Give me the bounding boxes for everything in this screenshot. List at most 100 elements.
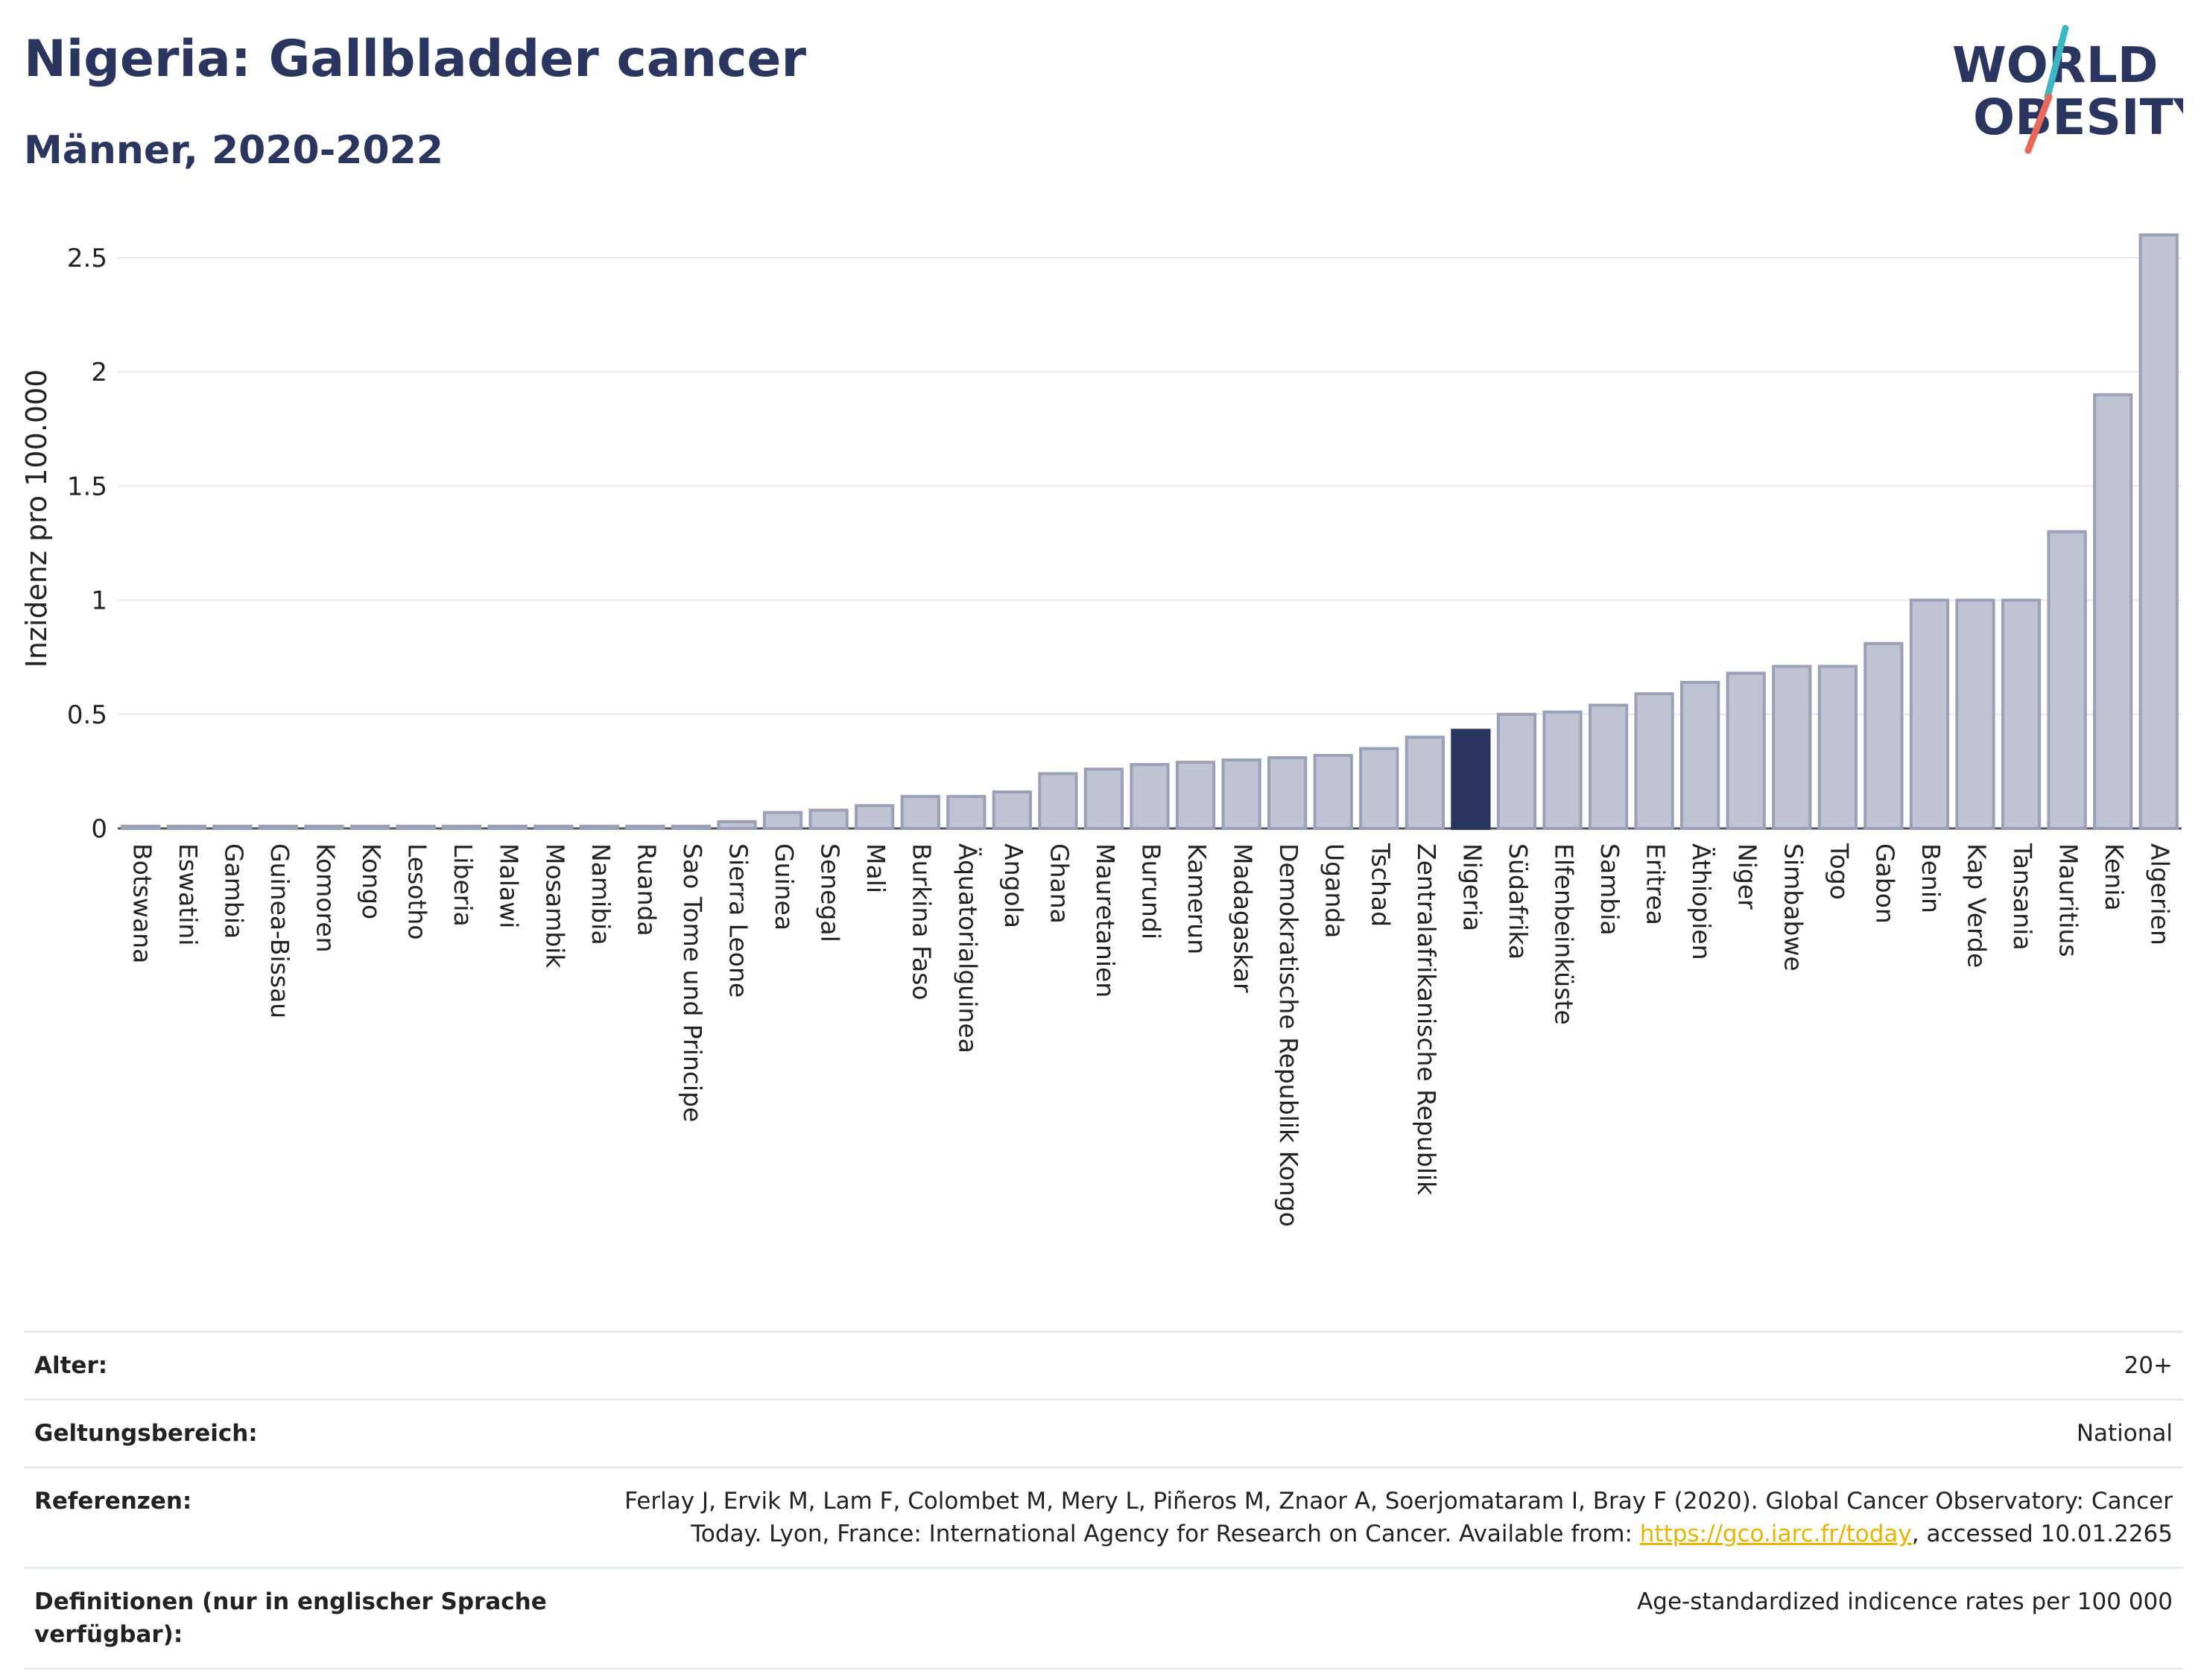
x-tick-label: Eswatini xyxy=(174,843,203,945)
bar-ruanda[interactable] xyxy=(625,824,665,830)
bar-sambia[interactable] xyxy=(1588,703,1629,830)
bar-sierra-leone[interactable] xyxy=(717,820,757,830)
x-tick-label: Togo xyxy=(1825,843,1854,900)
y-tick-labels: 0 0.5 1 1.5 2 2.5 xyxy=(67,244,107,844)
bar-eritrea[interactable] xyxy=(1634,692,1674,830)
bar-gabon[interactable] xyxy=(1863,641,1904,830)
bar-kap-verde[interactable] xyxy=(1955,598,1995,830)
x-tick-label: Nigeria xyxy=(1457,843,1486,931)
bar-zentralafrikanische-republik[interactable] xyxy=(1405,735,1445,830)
bar-liberia[interactable] xyxy=(442,824,482,830)
bar-sao-tome-und-principe[interactable] xyxy=(671,824,712,830)
y-tick-label: 0 xyxy=(91,814,107,844)
bar-mosambik[interactable] xyxy=(533,824,574,830)
bar-südafrika[interactable] xyxy=(1496,712,1537,831)
x-tick-label: Sierra Leone xyxy=(724,843,753,998)
bar-nigeria[interactable] xyxy=(1451,729,1491,830)
bar-mali[interactable] xyxy=(855,804,895,831)
x-tick-label: Sao Tome und Principe xyxy=(678,843,707,1122)
y-tick-label: 2.5 xyxy=(67,244,107,273)
x-tick-label: Ruanda xyxy=(632,843,661,936)
bar-guinea-bissau[interactable] xyxy=(258,824,299,830)
bar-angola[interactable] xyxy=(992,790,1032,831)
meta-row-scope: Geltungsbereich: National xyxy=(24,1398,2183,1466)
chart-title: Nigeria: Gallbladder cancer xyxy=(24,30,807,89)
bar-guinea[interactable] xyxy=(762,811,803,830)
bar-burundi[interactable] xyxy=(1130,763,1170,830)
meta-value-definitions: Age-standardized indicence rates per 100… xyxy=(1637,1588,2173,1615)
reference-accessed: , accessed 10.01.2265 xyxy=(1911,1521,2173,1547)
x-tick-label: Komoren xyxy=(311,843,341,953)
x-tick-label: Niger xyxy=(1733,843,1762,910)
bar-tansania[interactable] xyxy=(2001,598,2042,830)
x-tick-label: Burkina Faso xyxy=(908,843,937,1001)
x-tick-label: Elfenbeinküste xyxy=(1550,843,1579,1025)
meta-label-scope: Geltungsbereich: xyxy=(34,1420,258,1447)
y-tick-label: 2 xyxy=(91,358,107,387)
y-tick-label: 1 xyxy=(91,586,107,616)
x-tick-label: Kenia xyxy=(2100,843,2129,911)
bar-togo[interactable] xyxy=(1817,665,1858,831)
bar-botswana[interactable] xyxy=(121,824,161,830)
bar-madagaskar[interactable] xyxy=(1221,758,1261,831)
meta-value-references: Ferlay J, Ervik M, Lam F, Colombet M, Me… xyxy=(608,1485,2173,1550)
bar-simbabwe[interactable] xyxy=(1772,665,1812,831)
logo-slash-teal xyxy=(2044,25,2069,101)
meta-value-scope: National xyxy=(2076,1420,2173,1447)
bar-senegal[interactable] xyxy=(808,808,849,831)
x-tick-labels: Botswana Eswatini Gambia Guinea-Bissau Komor… xyxy=(127,843,2174,1227)
bars xyxy=(121,233,2179,831)
meta-label-definitions: Definitionen (nur in englischer Sprache … xyxy=(34,1588,547,1648)
y-tick-label: 0.5 xyxy=(67,700,107,730)
bar-eswatini[interactable] xyxy=(166,824,206,830)
bar-chart: 0 0.5 1 1.5 2 2.5 Botswana Eswatini Gambia Guine… xyxy=(20,233,2182,1227)
meta-value-age: 20+ xyxy=(2124,1352,2173,1379)
bar-ghana[interactable] xyxy=(1038,772,1078,830)
x-tick-label: Gabon xyxy=(1870,843,1899,924)
y-tick-label: 1.5 xyxy=(67,472,107,501)
bar-elfenbeinküste[interactable] xyxy=(1542,710,1583,830)
x-tick-label: Gambia xyxy=(219,843,248,939)
bar-uganda[interactable] xyxy=(1313,753,1353,830)
bar-namibia[interactable] xyxy=(579,824,619,830)
x-tick-label: Lesotho xyxy=(403,843,432,940)
bar-äquatorialguinea[interactable] xyxy=(946,795,987,831)
meta-label-references: Referenzen: xyxy=(34,1488,192,1515)
y-axis-label: Inzidenz pro 100.000 xyxy=(20,370,53,668)
bar-kongo[interactable] xyxy=(349,824,390,830)
x-tick-label: Angola xyxy=(999,843,1028,928)
bar-äthiopien[interactable] xyxy=(1680,680,1720,831)
bar-benin[interactable] xyxy=(1909,598,1950,830)
x-tick-label: Mauritius xyxy=(2054,843,2083,957)
reference-link[interactable]: https://gco.iarc.fr/today xyxy=(1639,1521,1912,1547)
reference-text: Ferlay J, Ervik M, Lam F, Colombet M, Me… xyxy=(624,1488,2173,1547)
meta-row-definitions: Definitionen (nur in englischer Sprache … xyxy=(24,1567,2183,1670)
x-tick-label: Liberia xyxy=(449,843,478,927)
x-tick-label: Mauretanien xyxy=(1091,843,1120,998)
x-tick-label: Tschad xyxy=(1366,843,1395,927)
bar-burkina-faso[interactable] xyxy=(900,795,940,831)
bar-gambia[interactable] xyxy=(212,824,253,830)
bar-demokratische-republik-kongo[interactable] xyxy=(1267,756,1308,830)
x-tick-label: Kongo xyxy=(357,843,386,919)
x-tick-label: Demokratische Republik Kongo xyxy=(1274,843,1303,1227)
x-tick-label: Algerien xyxy=(2146,843,2175,945)
bar-komoren[interactable] xyxy=(304,824,344,830)
bar-tschad[interactable] xyxy=(1359,747,1399,830)
bar-algerien[interactable] xyxy=(2138,233,2179,830)
x-tick-label: Burundi xyxy=(1137,843,1166,939)
bar-mauritius[interactable] xyxy=(2047,530,2087,831)
bar-malawi[interactable] xyxy=(487,824,528,830)
meta-row-references: Referenzen: Ferlay J, Ervik M, Lam F, Co… xyxy=(24,1466,2183,1567)
bar-niger[interactable] xyxy=(1726,671,1766,831)
bar-mauretanien[interactable] xyxy=(1083,767,1124,830)
bar-kamerun[interactable] xyxy=(1175,761,1216,831)
x-tick-label: Zentralafrikanische Republik xyxy=(1412,843,1441,1196)
bar-kenia[interactable] xyxy=(2093,393,2133,830)
x-tick-label: Benin xyxy=(1916,843,1945,913)
logo-slash-red xyxy=(2024,93,2053,154)
bar-lesotho[interactable] xyxy=(396,824,436,830)
logo-text-obesity: OBESITY xyxy=(1973,89,2183,146)
metadata-table: Alter: 20+ Geltungsbereich: National Ref… xyxy=(24,1331,2183,1670)
x-tick-label: Eritrea xyxy=(1641,843,1671,925)
